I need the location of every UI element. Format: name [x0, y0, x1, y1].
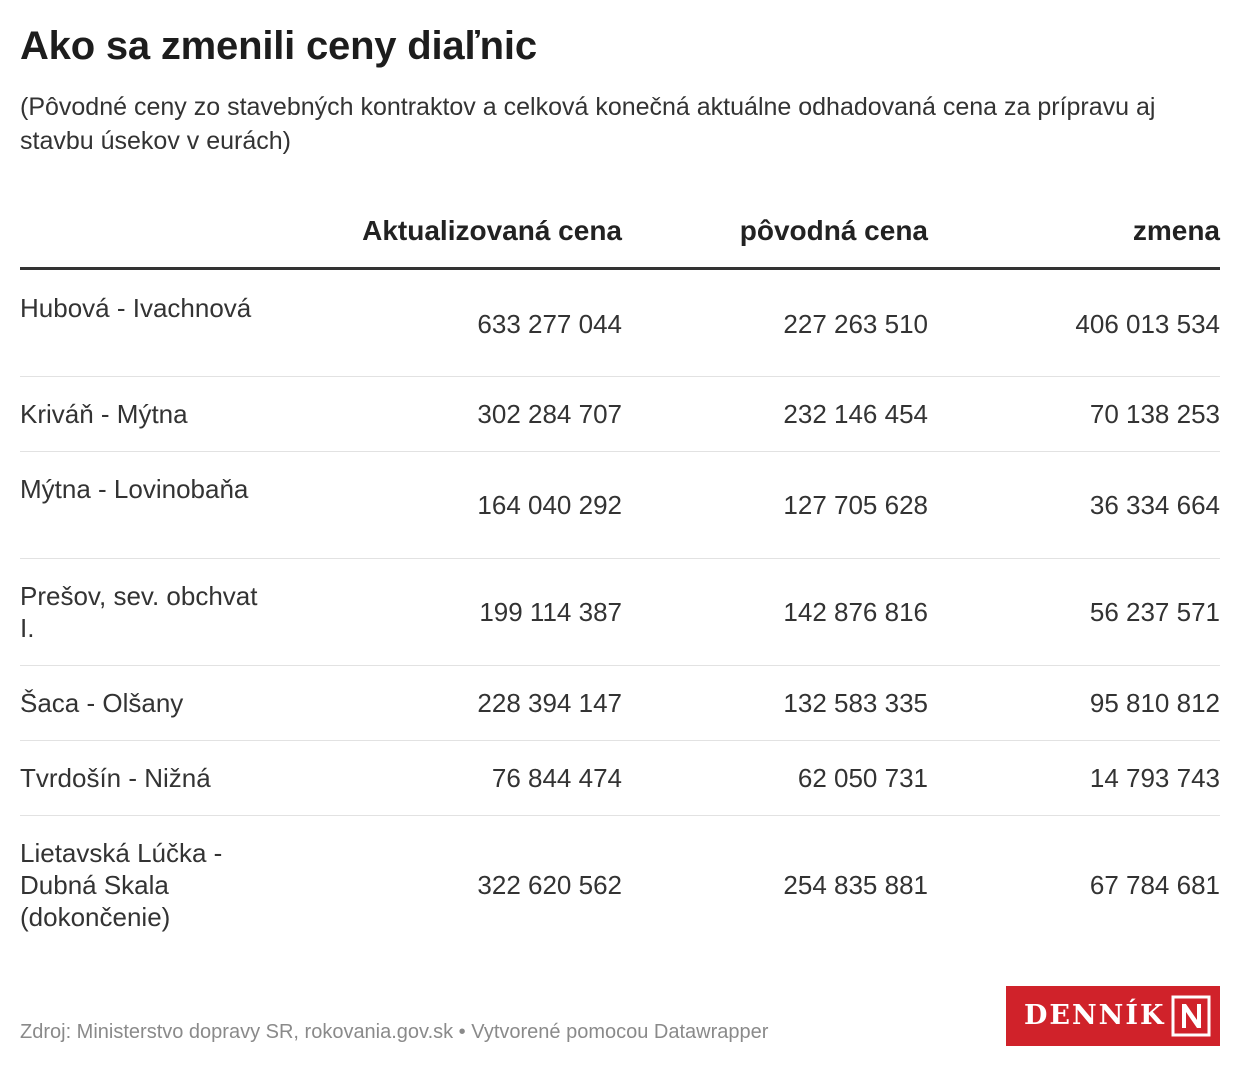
table-row: Šaca - Olšany 228 394 147 132 583 335 95… [20, 666, 1220, 741]
original-price-value: 62 050 731 [797, 763, 928, 793]
section-name: Lietavská Lúčka - Dubná Skala (dokončeni… [20, 838, 223, 932]
logo-wordmark: DENNÍK [1024, 1000, 1166, 1031]
table-row: Tvrdošín - Nižná 76 844 474 62 050 731 1… [20, 741, 1220, 816]
updated-price-value: 199 114 387 [479, 597, 622, 627]
table-row: Kriváň - Mýtna 302 284 707 232 146 454 7… [20, 377, 1220, 452]
original-price-value: 127 705 628 [783, 490, 928, 520]
change-value: 95 810 812 [1089, 688, 1220, 718]
table-header: Aktualizovaná cena pôvodná cena zmena [20, 205, 1220, 270]
source-note: Zdroj: Ministerstvo dopravy SR, rokovani… [20, 1021, 769, 1043]
change-value: 406 013 534 [1075, 309, 1220, 339]
original-price-value: 227 263 510 [783, 309, 928, 339]
updated-price-value: 228 394 147 [477, 688, 622, 718]
updated-price-value: 633 277 044 [477, 309, 622, 339]
updated-price-value: 76 844 474 [491, 763, 622, 793]
chart-subtitle: (Pôvodné ceny zo stavebných kontraktov a… [20, 93, 1156, 155]
header-original-price[interactable]: pôvodná cena [739, 215, 928, 246]
table-row: Mýtna - Lovinobaňa 164 040 292 127 705 6… [20, 452, 1220, 559]
chart-title: Ako sa zmenili ceny diaľnic [20, 24, 537, 68]
section-name: Prešov, sev. obchvat I. [20, 581, 258, 643]
dennik-n-logo[interactable]: DENNÍK [1006, 986, 1220, 1046]
header-change[interactable]: zmena [1132, 215, 1220, 246]
updated-price-value: 164 040 292 [477, 490, 622, 520]
logo-n-icon [1171, 995, 1211, 1037]
price-table: Aktualizovaná cena pôvodná cena zmena Hu… [20, 205, 1220, 954]
original-price-value: 132 583 335 [783, 688, 928, 718]
header-updated-price[interactable]: Aktualizovaná cena [362, 215, 622, 246]
section-name: Šaca - Olšany [20, 688, 184, 718]
updated-price-value: 302 284 707 [477, 399, 622, 429]
section-name: Tvrdošín - Nižná [20, 763, 211, 793]
updated-price-value: 322 620 562 [477, 870, 622, 900]
change-value: 36 334 664 [1089, 490, 1220, 520]
section-name: Kriváň - Mýtna [20, 399, 188, 429]
section-name: Hubová - Ivachnová [20, 293, 252, 323]
change-value: 14 793 743 [1089, 763, 1220, 793]
section-name: Mýtna - Lovinobaňa [20, 474, 249, 504]
change-value: 56 237 571 [1089, 597, 1220, 627]
original-price-value: 254 835 881 [783, 870, 928, 900]
change-value: 67 784 681 [1089, 870, 1220, 900]
table-row: Prešov, sev. obchvat I. 199 114 387 142 … [20, 559, 1220, 666]
change-value: 70 138 253 [1089, 399, 1220, 429]
table-row: Lietavská Lúčka - Dubná Skala (dokončeni… [20, 816, 1220, 954]
original-price-value: 232 146 454 [783, 399, 928, 429]
table-row: Hubová - Ivachnová 633 277 044 227 263 5… [20, 270, 1220, 377]
original-price-value: 142 876 816 [783, 597, 928, 627]
